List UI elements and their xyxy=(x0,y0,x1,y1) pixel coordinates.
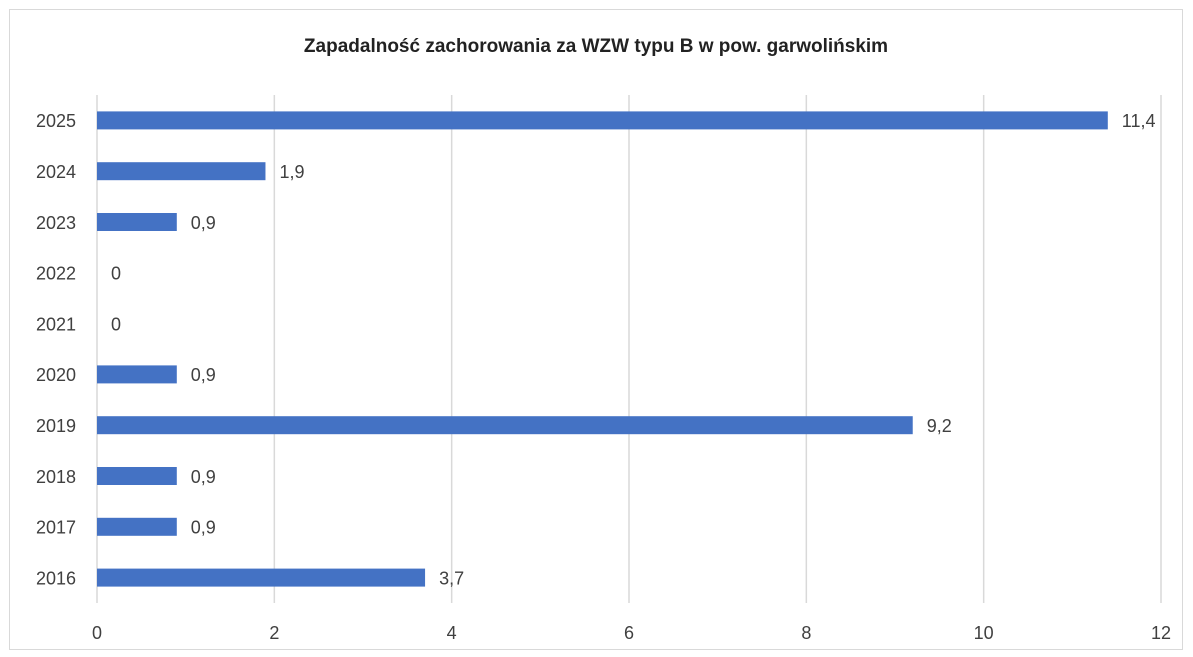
x-tick-label: 2 xyxy=(269,623,279,643)
data-label: 0,9 xyxy=(191,365,216,385)
bar xyxy=(97,568,426,587)
y-tick-label: 2021 xyxy=(36,314,76,334)
y-tick-label: 2016 xyxy=(36,568,76,588)
y-tick-label: 2019 xyxy=(36,416,76,436)
x-tick-label: 10 xyxy=(974,623,994,643)
data-label: 0,9 xyxy=(191,467,216,487)
bar xyxy=(97,213,177,231)
data-label: 0,9 xyxy=(191,213,216,233)
y-tick-label: 2023 xyxy=(36,213,76,233)
y-tick-label: 2017 xyxy=(36,518,76,538)
data-label: 0,9 xyxy=(191,518,216,538)
x-tick-label: 8 xyxy=(801,623,811,643)
data-label: 1,9 xyxy=(279,162,304,182)
data-label: 9,2 xyxy=(927,416,952,436)
data-label: 3,7 xyxy=(439,568,464,588)
bar xyxy=(97,517,177,536)
y-tick-label: 2024 xyxy=(36,162,76,182)
x-tick-label: 0 xyxy=(92,623,102,643)
data-label: 11,4 xyxy=(1122,111,1156,131)
y-tick-label: 2025 xyxy=(36,111,76,131)
bar xyxy=(97,416,913,435)
y-tick-label: 2018 xyxy=(36,467,76,487)
x-tick-label: 4 xyxy=(447,623,457,643)
bar xyxy=(97,365,177,384)
x-tick-label: 12 xyxy=(1151,623,1171,643)
data-label: 0 xyxy=(111,314,121,334)
data-label: 0 xyxy=(111,264,121,284)
x-tick-label: 6 xyxy=(624,623,634,643)
chart-frame xyxy=(9,9,1183,650)
chart-title: Zapadalność zachorowania za WZW typu B w… xyxy=(304,36,888,57)
bar xyxy=(97,111,1108,130)
bar xyxy=(97,467,177,485)
bar xyxy=(97,162,266,181)
y-tick-label: 2022 xyxy=(36,264,76,284)
y-tick-label: 2020 xyxy=(36,365,76,385)
